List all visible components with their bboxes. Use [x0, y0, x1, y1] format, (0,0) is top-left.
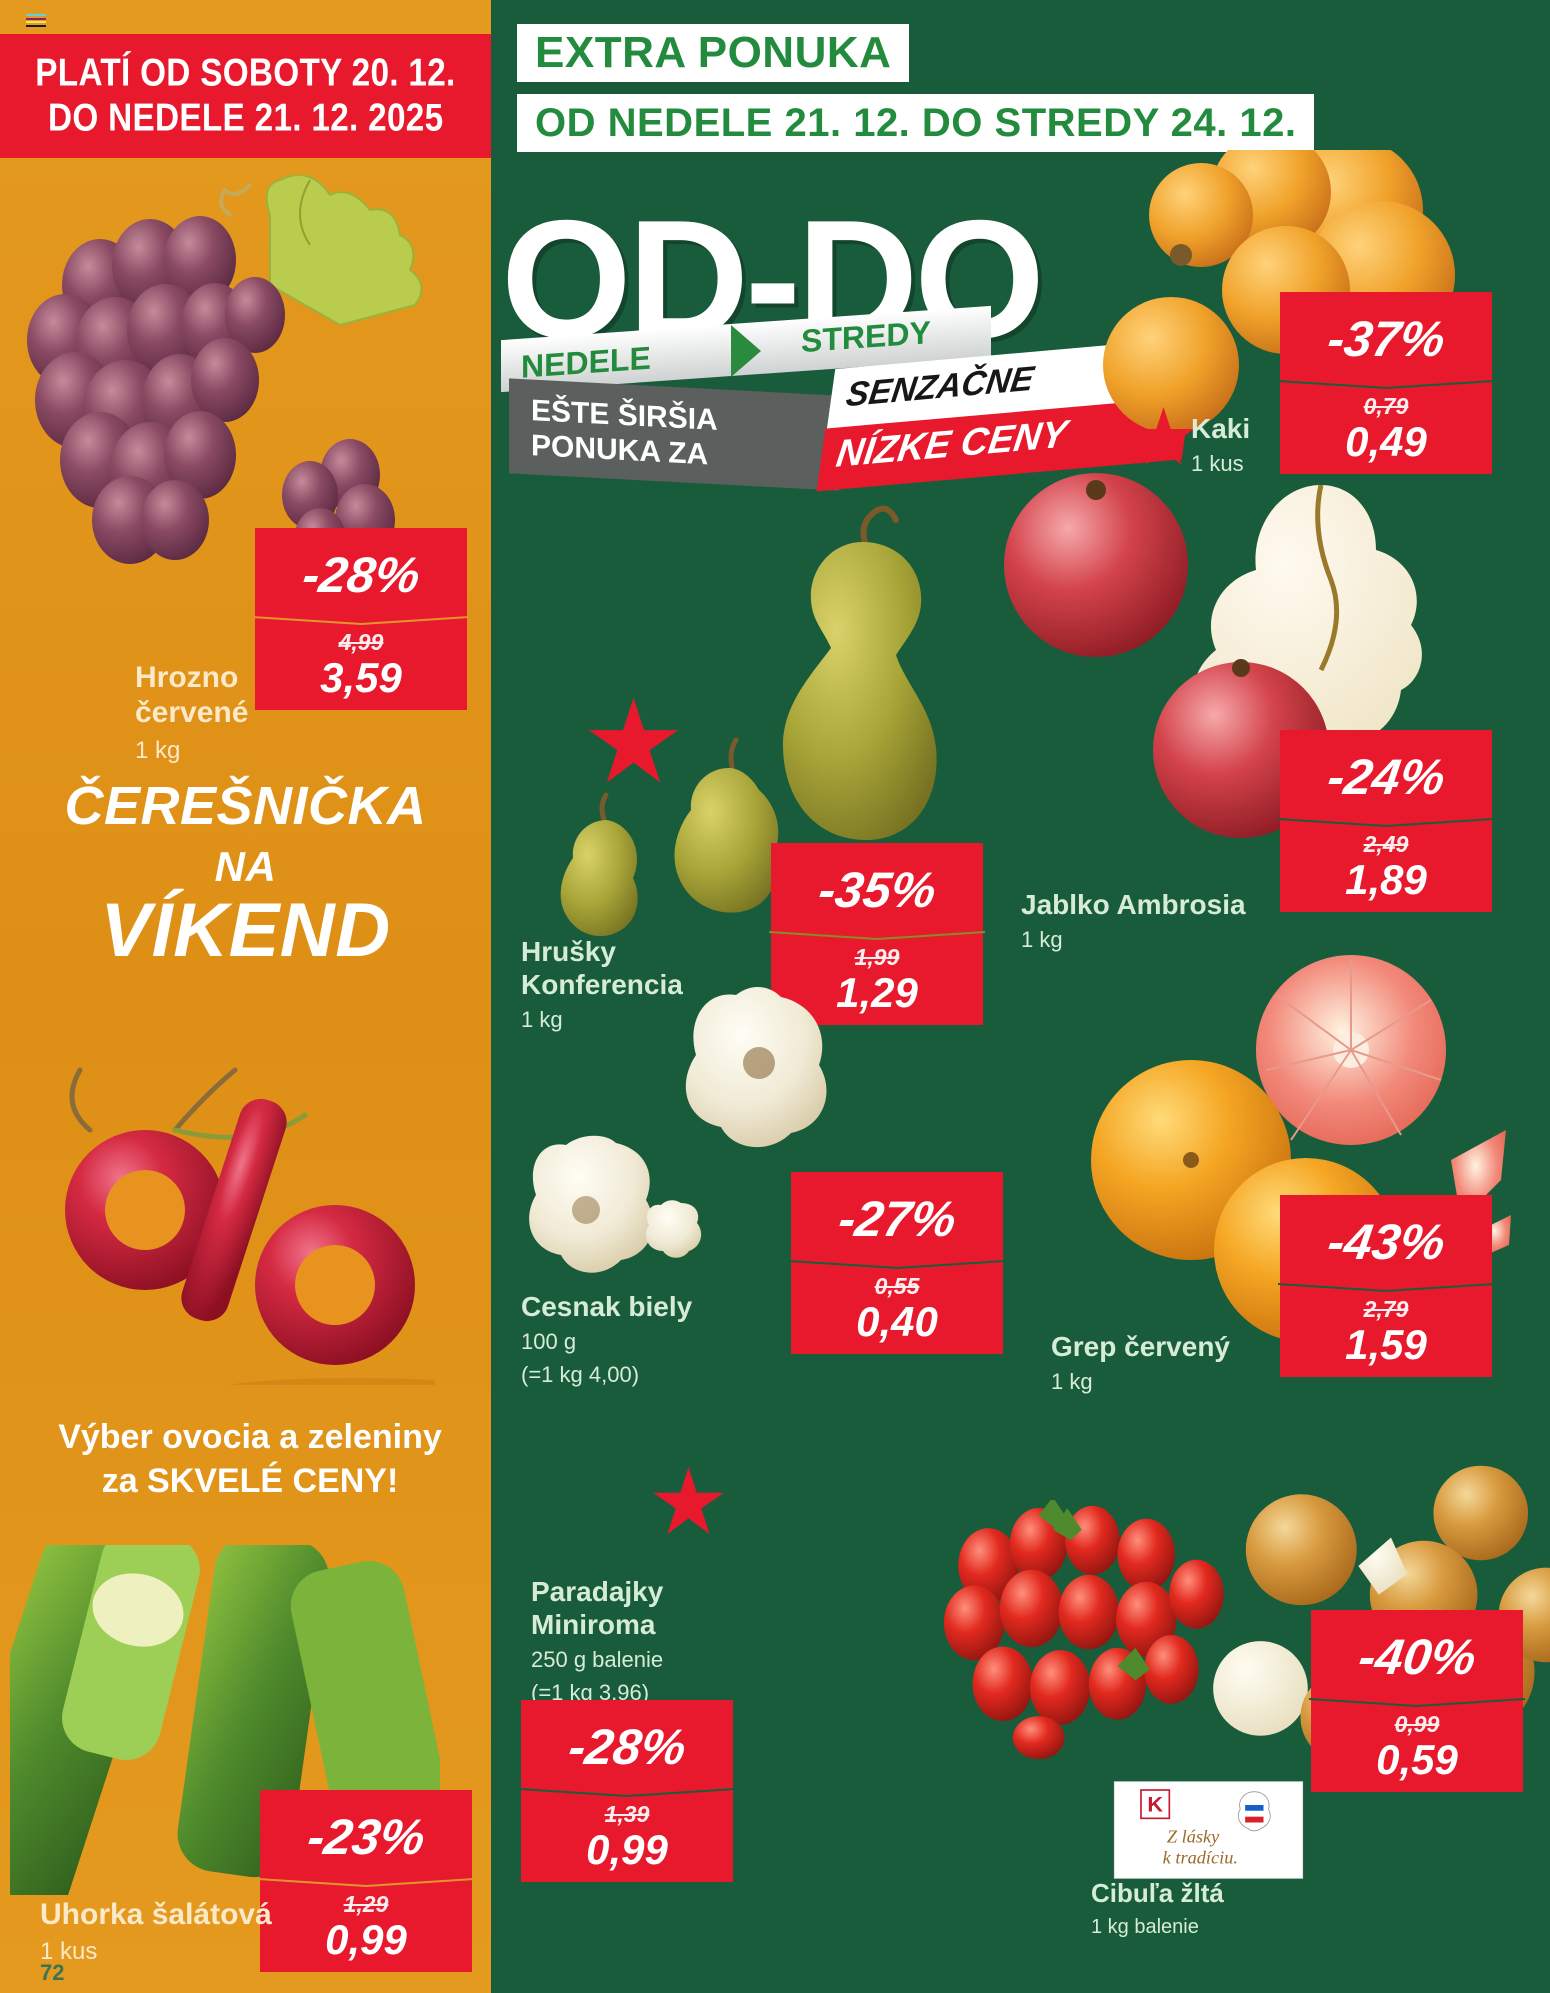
svg-text:k tradíciu.: k tradíciu.	[1163, 1847, 1238, 1867]
svg-text:Z lásky: Z lásky	[1167, 1827, 1220, 1847]
svg-text:K: K	[1147, 1792, 1163, 1817]
